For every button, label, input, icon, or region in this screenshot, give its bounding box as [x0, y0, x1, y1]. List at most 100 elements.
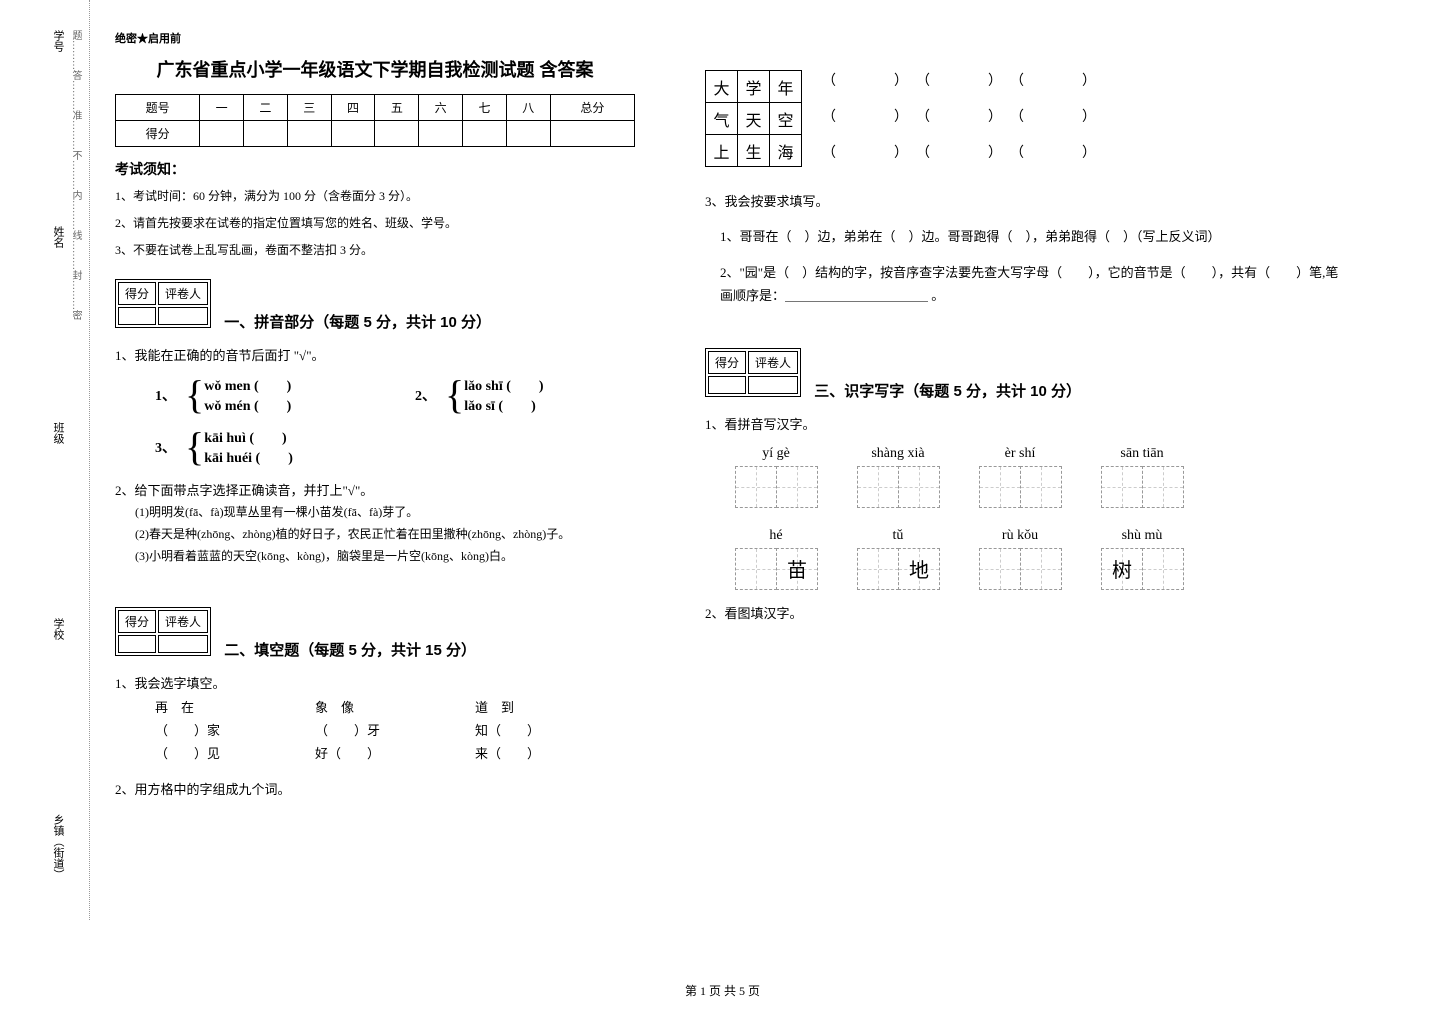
grader-label: 评卷人 — [158, 282, 208, 305]
fill-r1c: 知（ ） — [475, 719, 635, 742]
paren-answers: （ ） （ ） （ ） （ ） （ ） （ ） （ ） （ ） （ ） — [822, 70, 1100, 178]
s1-q2-1: (1)明明发(fā、fà)现草丛里有一棵小苗发(fā、fà)芽了。 — [135, 502, 635, 524]
grid-cell: 天 — [738, 103, 770, 135]
exam-notice-title: 考试须知： — [115, 159, 635, 179]
fill-row2: （ ）见 好（ ） 来（ ） — [155, 742, 635, 765]
pinyin-item: hé 苗 — [735, 528, 817, 590]
s1-q2-2: (2)春天是种(zhōng、zhòng)植的好日子，农民正忙着在田里撒种(zhō… — [135, 524, 635, 546]
header-cell: 八 — [506, 95, 550, 121]
score-label: 得分 — [118, 282, 156, 305]
pinyin-item: yí gè — [735, 446, 817, 508]
left-column: 绝密★启用前 广东省重点小学一年级语文下学期自我检测试题 含答案 题号 一 二 … — [115, 30, 635, 801]
fill-header: 再 在 象 像 道 到 — [155, 696, 635, 719]
s1-q1: 1、我能在正确的的音节后面打 "√"。 — [115, 344, 635, 367]
pinyin-num-1: 1、 — [155, 385, 185, 405]
header-cell: 七 — [463, 95, 507, 121]
header-cell: 四 — [331, 95, 375, 121]
score-label: 得分 — [708, 351, 746, 374]
paren-row: （ ） （ ） （ ） — [822, 142, 1100, 178]
section-1-header: 得分评卷人 一、拼音部分（每题 5 分，共计 10 分） — [115, 269, 635, 332]
s2-q3-1: 1、哥哥在（ ）边，弟弟在（ ）边。哥哥跑得（ ），弟弟跑得（ ）（写上反义词） — [720, 225, 1345, 248]
score-header-row: 题号 一 二 三 四 五 六 七 八 总分 — [116, 95, 635, 121]
pinyin-label: hé — [735, 528, 817, 544]
paren-row: （ ） （ ） （ ） — [822, 106, 1100, 142]
pinyin-item: shù mù 树 — [1101, 528, 1183, 590]
fill-r1a: （ ）家 — [155, 719, 315, 742]
header-cell: 二 — [244, 95, 288, 121]
grid-cell: 气 — [706, 103, 738, 135]
grader-label: 评卷人 — [158, 610, 208, 633]
filled-char: 树 — [1112, 554, 1132, 583]
s1-q2: 2、给下面带点字选择正确读音，并打上"√"。 — [115, 479, 635, 502]
brace-icon: { — [185, 375, 204, 415]
pinyin-1b: wǒ mén ( ) — [204, 395, 291, 415]
paren-row: （ ） （ ） （ ） — [822, 70, 1100, 106]
pinyin-label: tǔ — [857, 528, 939, 544]
char-grid: 大学年 气天空 上生海 — [705, 70, 802, 178]
fill-r2a: （ ）见 — [155, 742, 315, 765]
field-school: 学校 — [50, 618, 66, 640]
grid-cell: 生 — [738, 135, 770, 167]
fill-r1b: （ ）牙 — [315, 719, 475, 742]
pinyin-item: shàng xià — [857, 446, 939, 508]
field-name: 姓名 — [50, 226, 66, 248]
s3-q1: 1、看拼音写汉字。 — [705, 413, 1345, 436]
sidebar-fields: 学号 姓名 班级 学校 乡镇（街道） — [50, 30, 66, 880]
fill-h1: 再 在 — [155, 696, 315, 719]
pinyin-label: shù mù — [1101, 528, 1183, 544]
pinyin-label: yí gè — [735, 446, 817, 462]
pinyin-item: èr shí — [979, 446, 1061, 508]
section-2-title: 二、填空题（每题 5 分，共计 15 分） — [224, 639, 476, 660]
section-2-header: 得分评卷人 二、填空题（每题 5 分，共计 15 分） — [115, 597, 635, 660]
main-title: 广东省重点小学一年级语文下学期自我检测试题 含答案 — [115, 56, 635, 82]
pinyin-write-row1: yí gè shàng xià èr shí sān tiān — [735, 446, 1345, 508]
section-3-header: 得分评卷人 三、识字写字（每题 5 分，共计 10 分） — [705, 338, 1345, 401]
page-footer: 第 1 页 共 5 页 — [0, 982, 1445, 999]
grid-cell: 大 — [706, 71, 738, 103]
grader-box: 得分评卷人 — [115, 279, 211, 328]
s3-q2: 2、看图填汉字。 — [705, 602, 1345, 625]
score-value-row: 得分 — [116, 121, 635, 147]
sealed-line-text: 题………答………准………不………内………线………封………密 — [68, 30, 83, 880]
right-column: 大学年 气天空 上生海 （ ） （ ） （ ） （ ） （ ） （ ） （ ） … — [705, 30, 1345, 625]
grader-box: 得分评卷人 — [705, 348, 801, 397]
grid-cell: 年 — [770, 71, 802, 103]
header-cell: 题号 — [116, 95, 200, 121]
pinyin-2b: lǎo sī ( ) — [464, 395, 543, 415]
score-label: 得分 — [118, 610, 156, 633]
pinyin-choices: 1、 { wǒ men ( ) wǒ mén ( ) 2、 { lǎo shī … — [155, 375, 635, 467]
pinyin-3a: kāi huì ( ) — [204, 427, 293, 447]
s1-q2-3: (3)小明看着蓝蓝的天空(kōng、kòng)，脑袋里是一片空(kōng、kòn… — [135, 546, 635, 568]
brace-icon: { — [185, 427, 204, 467]
row-label: 得分 — [116, 121, 200, 147]
pinyin-label: sān tiān — [1101, 446, 1183, 462]
header-cell: 六 — [419, 95, 463, 121]
fill-r2c: 来（ ） — [475, 742, 635, 765]
pinyin-item: rù kǒu — [979, 528, 1061, 590]
field-student-id: 学号 — [50, 30, 66, 52]
s2-q1: 1、我会选字填空。 — [115, 672, 635, 695]
grid-cell: 海 — [770, 135, 802, 167]
score-table: 题号 一 二 三 四 五 六 七 八 总分 得分 — [115, 94, 635, 147]
notice-item: 3、不要在试卷上乱写乱画，卷面不整洁扣 3 分。 — [115, 241, 635, 260]
s2-q3: 3、我会按要求填写。 — [705, 190, 1345, 213]
fill-h2: 象 像 — [315, 696, 475, 719]
header-cell: 总分 — [550, 95, 634, 121]
s2-q3-2: 2、"园"是（ ）结构的字，按音序查字法要先查大写字母（ ），它的音节是（ ），… — [720, 261, 1345, 308]
pinyin-label: èr shí — [979, 446, 1061, 462]
pinyin-item: sān tiān — [1101, 446, 1183, 508]
s2-q2: 2、用方格中的字组成九个词。 — [115, 778, 635, 801]
grader-box: 得分评卷人 — [115, 607, 211, 656]
fill-r2b: 好（ ） — [315, 742, 475, 765]
binding-sidebar: 学号 姓名 班级 学校 乡镇（街道） 题………答………准………不………内………线… — [0, 0, 90, 920]
pinyin-label: rù kǒu — [979, 528, 1061, 544]
pinyin-1a: wǒ men ( ) — [204, 375, 291, 395]
notice-item: 1、考试时间：60 分钟，满分为 100 分（含卷面分 3 分）。 — [115, 187, 635, 206]
pinyin-num-2: 2、 — [415, 385, 445, 405]
section-1-title: 一、拼音部分（每题 5 分，共计 10 分） — [224, 311, 491, 332]
pinyin-item: tǔ 地 — [857, 528, 939, 590]
brace-icon: { — [445, 375, 464, 415]
filled-char: 苗 — [787, 554, 807, 583]
field-district: 乡镇（街道） — [50, 814, 66, 880]
fill-row1: （ ）家 （ ）牙 知（ ） — [155, 719, 635, 742]
